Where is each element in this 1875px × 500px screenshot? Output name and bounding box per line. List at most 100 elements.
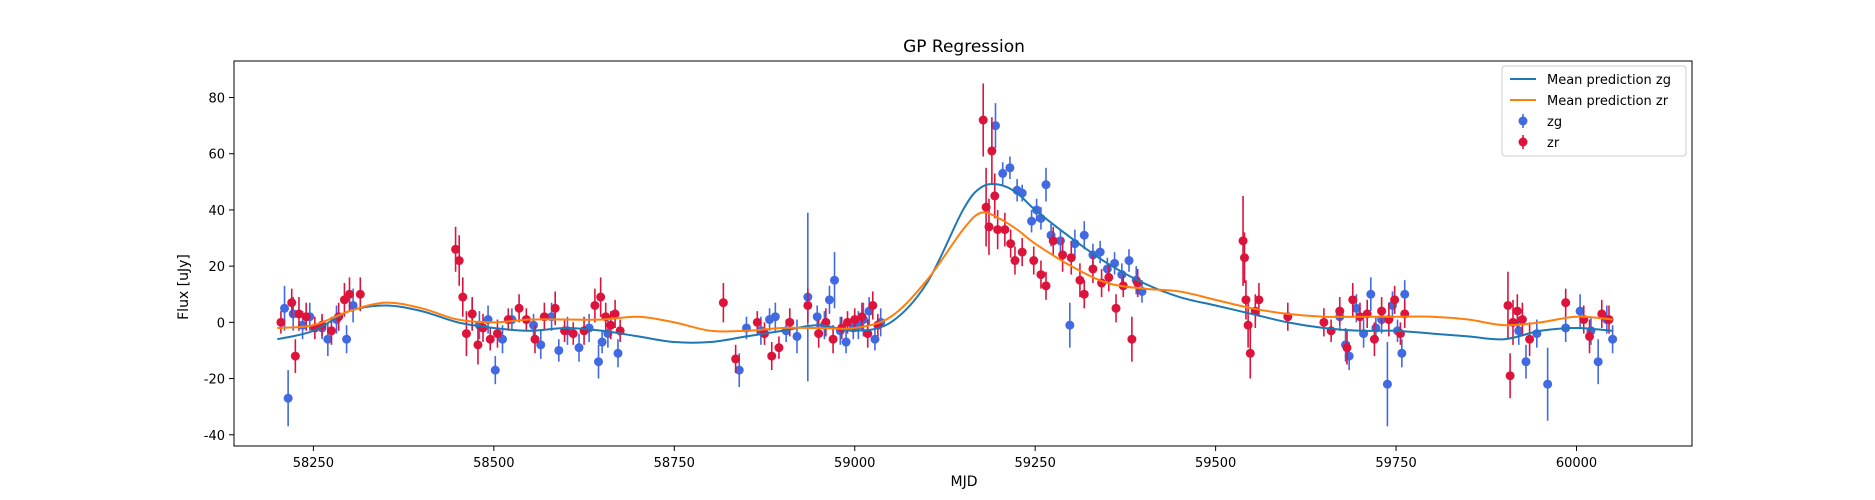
series-zr [276, 83, 1614, 399]
x-axis-label: MJD [951, 474, 978, 490]
zr-point [1029, 256, 1039, 266]
zg-point [1514, 326, 1524, 336]
zr-point [344, 289, 354, 299]
zg-point [342, 334, 352, 344]
zr-point [458, 292, 468, 302]
zg-point [1005, 163, 1015, 173]
zg-point [1593, 357, 1603, 367]
zg-point [1351, 303, 1361, 313]
zg-point [1102, 264, 1112, 274]
zg-point [594, 357, 603, 367]
zr-point [984, 222, 994, 232]
y-tick-label: 0 [217, 316, 225, 331]
zr-point [774, 343, 784, 353]
zr-point [828, 334, 838, 344]
legend-entry: zr [1518, 135, 1560, 151]
zg-point [870, 334, 880, 344]
legend-label: Mean prediction zg [1547, 73, 1671, 88]
zg-point [1366, 289, 1376, 299]
zg-point [824, 295, 834, 305]
zg-point [1041, 180, 1051, 190]
zr-point [803, 300, 813, 310]
zr-point [1561, 298, 1571, 308]
zr-point [1254, 295, 1264, 305]
zr-point [454, 256, 464, 266]
legend-label: zr [1547, 136, 1560, 151]
zg-point [812, 312, 822, 322]
zr-point [1066, 253, 1076, 263]
zg-point [1382, 379, 1392, 389]
zr-point [1048, 236, 1058, 246]
zr-point [731, 354, 741, 364]
zr-point [492, 329, 502, 339]
x-tick-label: 58750 [654, 456, 695, 471]
zr-point [987, 146, 997, 156]
zg-point [1521, 357, 1531, 367]
zg-point [990, 121, 1000, 131]
zr-point [287, 298, 297, 308]
zr-point [1010, 256, 1020, 266]
chart-title: GP Regression [903, 37, 1025, 57]
zg-point [841, 337, 851, 347]
zr-point [1377, 306, 1387, 316]
zr-point [1597, 309, 1607, 319]
zr-point [1245, 348, 1255, 358]
zg-point [574, 343, 584, 353]
zr-point [1000, 225, 1010, 235]
y-axis: -40 -20 0 20 40 60 80 [204, 92, 234, 444]
zr-point [1111, 303, 1121, 313]
zr-point [326, 326, 336, 336]
zr-point [1342, 343, 1352, 353]
y-axis-label: Flux [uJy] [176, 254, 192, 320]
zg-point [1344, 351, 1354, 361]
zr-point [1505, 371, 1515, 381]
zg-point [613, 348, 623, 358]
zg-point [1400, 289, 1410, 299]
zr-point [1075, 275, 1085, 285]
zr-point [590, 300, 600, 310]
zg-point [536, 340, 546, 350]
zr-point [451, 244, 461, 254]
legend-entry: zg [1518, 114, 1562, 130]
zg-point [597, 337, 607, 347]
zr-point [1319, 317, 1329, 327]
line-mean-prediction-zg [277, 183, 1613, 344]
zr-point [1369, 334, 1379, 344]
zr-point [1241, 295, 1251, 305]
zg-point [323, 334, 333, 344]
zr-point [863, 329, 873, 339]
zr-point [978, 115, 988, 125]
zg-point [1079, 230, 1089, 240]
zr-point [767, 351, 777, 361]
zr-point [1243, 320, 1253, 330]
zg-point [1397, 348, 1407, 358]
zr-point [1238, 236, 1248, 246]
y-tick-label: -40 [204, 429, 225, 444]
zr-point [850, 315, 860, 325]
zg-point [792, 331, 802, 341]
zr-point [276, 317, 286, 327]
zg-point [1608, 334, 1618, 344]
zg-point [280, 303, 290, 313]
legend-entry: Mean prediction zr [1510, 94, 1669, 109]
zr-point [868, 300, 878, 310]
zr-point [1017, 247, 1027, 257]
x-tick-label: 60000 [1556, 456, 1597, 471]
zg-point [529, 320, 539, 330]
zr-point [843, 317, 853, 327]
zr-point [1058, 250, 1068, 260]
zr-point [752, 317, 762, 327]
zr-point [579, 326, 589, 336]
y-tick-label: 60 [208, 148, 225, 163]
zg-point [1095, 247, 1105, 257]
legend: Mean prediction zg Mean prediction zr zg zr [1501, 65, 1687, 157]
zg-point [1027, 216, 1037, 226]
zg-point [1065, 320, 1075, 330]
zr-point [467, 309, 477, 319]
zg-point [1575, 306, 1585, 316]
zr-point [301, 312, 311, 322]
zg-point [283, 393, 293, 403]
zr-point [568, 329, 578, 339]
zr-point [1079, 289, 1089, 299]
zr-point [814, 329, 824, 339]
